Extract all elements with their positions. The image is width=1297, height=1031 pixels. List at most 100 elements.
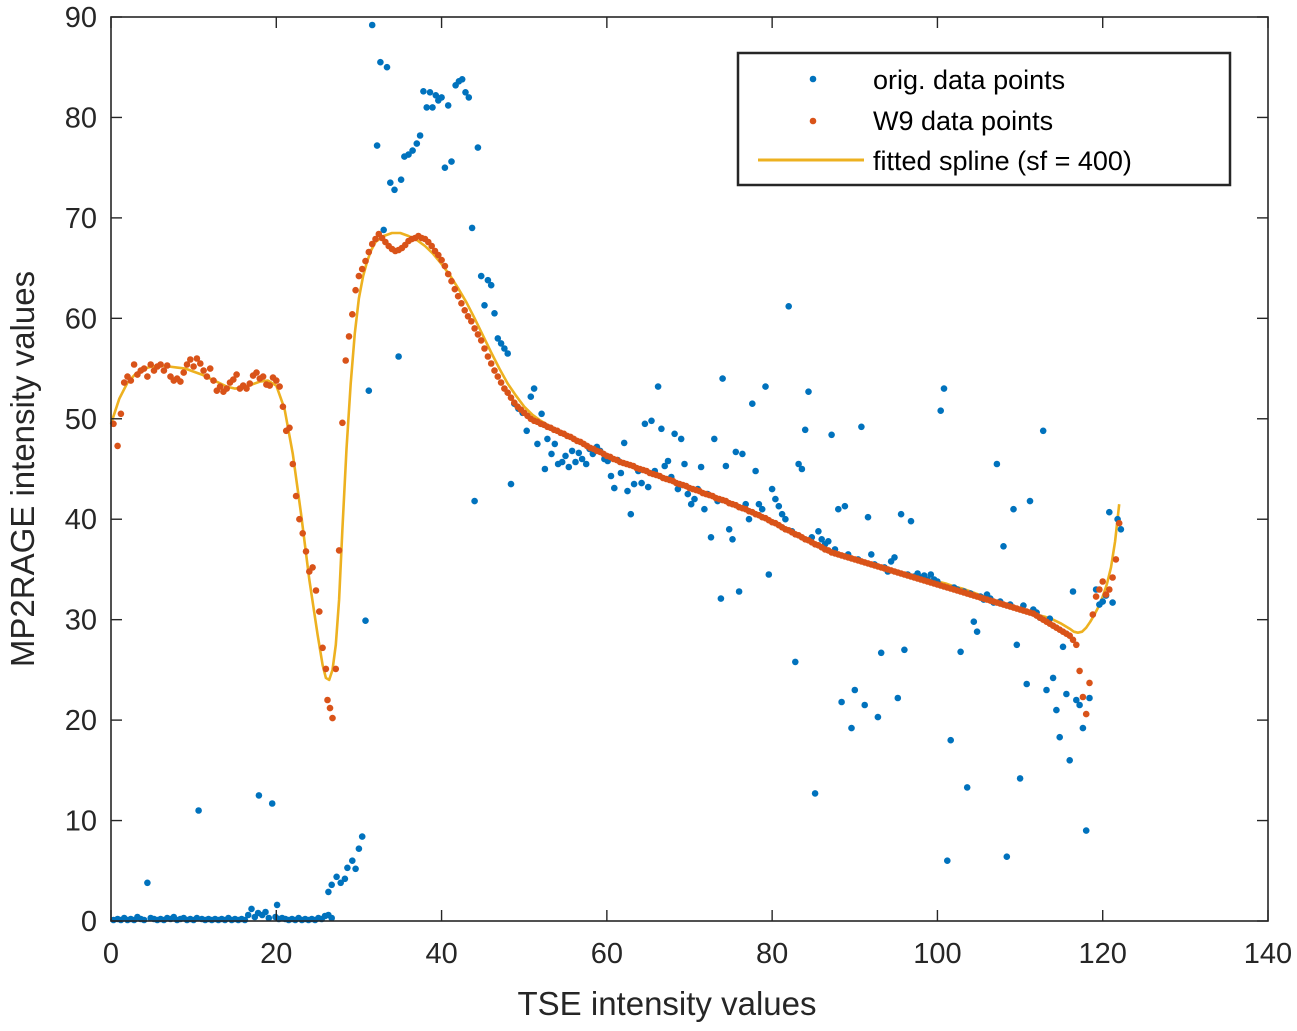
- w9-data-point: [368, 240, 376, 248]
- orig-data-point: [1086, 694, 1093, 702]
- orig-data-point: [441, 164, 449, 171]
- legend-marker-w9: [809, 117, 817, 125]
- orig-data-point: [973, 628, 981, 635]
- w9-data-point: [355, 272, 363, 280]
- orig-data-point: [1073, 696, 1080, 704]
- y-tick-label: 0: [81, 906, 97, 938]
- orig-data-point: [1053, 706, 1060, 714]
- orig-data-point: [993, 460, 1001, 468]
- y-tick-label: 50: [65, 404, 97, 436]
- w9-data-point: [1106, 586, 1113, 593]
- w9-data-point: [266, 382, 274, 389]
- orig-data-point: [901, 646, 908, 654]
- w9-data-point: [187, 356, 194, 363]
- w9-data-point: [180, 369, 187, 376]
- orig-data-point: [248, 905, 255, 913]
- orig-data-point: [527, 393, 535, 401]
- w9-data-point: [464, 313, 472, 320]
- orig-data-point: [373, 142, 381, 149]
- orig-data-point: [578, 455, 586, 463]
- w9-data-point: [1076, 667, 1083, 675]
- orig-data-point: [674, 485, 682, 493]
- w9-data-point: [197, 360, 204, 367]
- orig-data-point: [1117, 526, 1125, 533]
- w9-data-point: [230, 376, 237, 383]
- orig-data-point: [947, 736, 954, 744]
- orig-data-point: [383, 63, 391, 71]
- orig-data-point: [661, 462, 668, 470]
- orig-data-point: [1026, 497, 1034, 505]
- orig-data-point: [575, 449, 583, 457]
- orig-data-point: [1066, 757, 1073, 764]
- orig-data-point: [851, 686, 859, 694]
- w9-data-point: [332, 665, 340, 673]
- w9-data-point: [147, 361, 154, 368]
- orig-data-point: [344, 864, 351, 872]
- w9-data-point: [345, 333, 353, 340]
- orig-data-point: [355, 845, 363, 852]
- orig-data-point: [429, 104, 436, 111]
- orig-data-point: [548, 450, 555, 458]
- orig-data-point: [611, 484, 618, 492]
- orig-data-point: [735, 588, 743, 595]
- w9-data-point: [504, 389, 512, 397]
- w9-data-point: [435, 251, 442, 259]
- orig-data-point: [1016, 775, 1024, 782]
- w9-data-point: [117, 410, 125, 418]
- orig-data-point: [1049, 674, 1057, 682]
- orig-data-point: [484, 276, 492, 284]
- w9-data-point: [140, 365, 148, 372]
- legend-label-w9: W9 data points: [873, 106, 1053, 136]
- orig-data-point: [620, 439, 628, 447]
- w9-data-point: [507, 394, 515, 402]
- w9-data-point: [299, 530, 307, 537]
- w9-data-point: [1112, 556, 1120, 563]
- axes-box: [110, 16, 1269, 922]
- orig-data-point: [416, 132, 424, 139]
- orig-data-point: [273, 901, 281, 909]
- w9-data-point: [233, 371, 240, 378]
- orig-data-point: [717, 595, 725, 602]
- w9-data-point: [468, 318, 475, 325]
- w9-data-point: [286, 424, 293, 432]
- w9-data-point: [292, 492, 300, 500]
- legend-box: [736, 51, 1232, 187]
- legend-label-spline: fitted spline (sf = 400): [873, 146, 1132, 176]
- orig-data-point: [193, 914, 201, 922]
- orig-data-point: [541, 465, 549, 473]
- orig-data-point: [732, 448, 740, 456]
- orig-data-point: [897, 510, 905, 518]
- orig-data-point: [365, 387, 373, 395]
- orig-data-point: [501, 345, 508, 352]
- orig-data-point: [671, 430, 678, 438]
- x-tick-label: 140: [1244, 938, 1292, 970]
- orig-data-point: [413, 140, 421, 147]
- orig-data-point: [835, 505, 842, 513]
- orig-data-point: [1056, 733, 1063, 741]
- orig-data-point: [818, 536, 825, 543]
- w9-data-point: [200, 367, 207, 374]
- w9-data-point: [491, 367, 498, 374]
- orig-data-point: [468, 224, 476, 232]
- orig-data-point: [841, 502, 849, 510]
- orig-data-point: [630, 480, 638, 488]
- orig-data-point: [328, 914, 336, 922]
- w9-data-point: [243, 385, 250, 392]
- orig-data-point: [894, 694, 902, 702]
- w9-data-point: [206, 365, 214, 372]
- w9-data-point: [461, 307, 469, 314]
- orig-data-point: [565, 463, 573, 471]
- orig-data-point: [1010, 505, 1017, 513]
- w9-data-point: [223, 385, 230, 392]
- orig-data-point: [792, 658, 799, 666]
- w9-data-point: [444, 270, 452, 278]
- legend-label-orig: orig. data points: [873, 65, 1065, 95]
- orig-data-point: [558, 458, 566, 466]
- orig-data-point: [477, 272, 485, 280]
- y-tick-label: 80: [65, 102, 97, 134]
- orig-data-point: [758, 505, 766, 513]
- orig-data-point: [624, 487, 631, 495]
- orig-data-point: [491, 310, 498, 317]
- orig-data-point: [349, 857, 356, 864]
- orig-data-point: [325, 888, 332, 896]
